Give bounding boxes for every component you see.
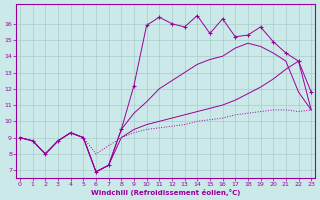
X-axis label: Windchill (Refroidissement éolien,°C): Windchill (Refroidissement éolien,°C) (91, 189, 240, 196)
